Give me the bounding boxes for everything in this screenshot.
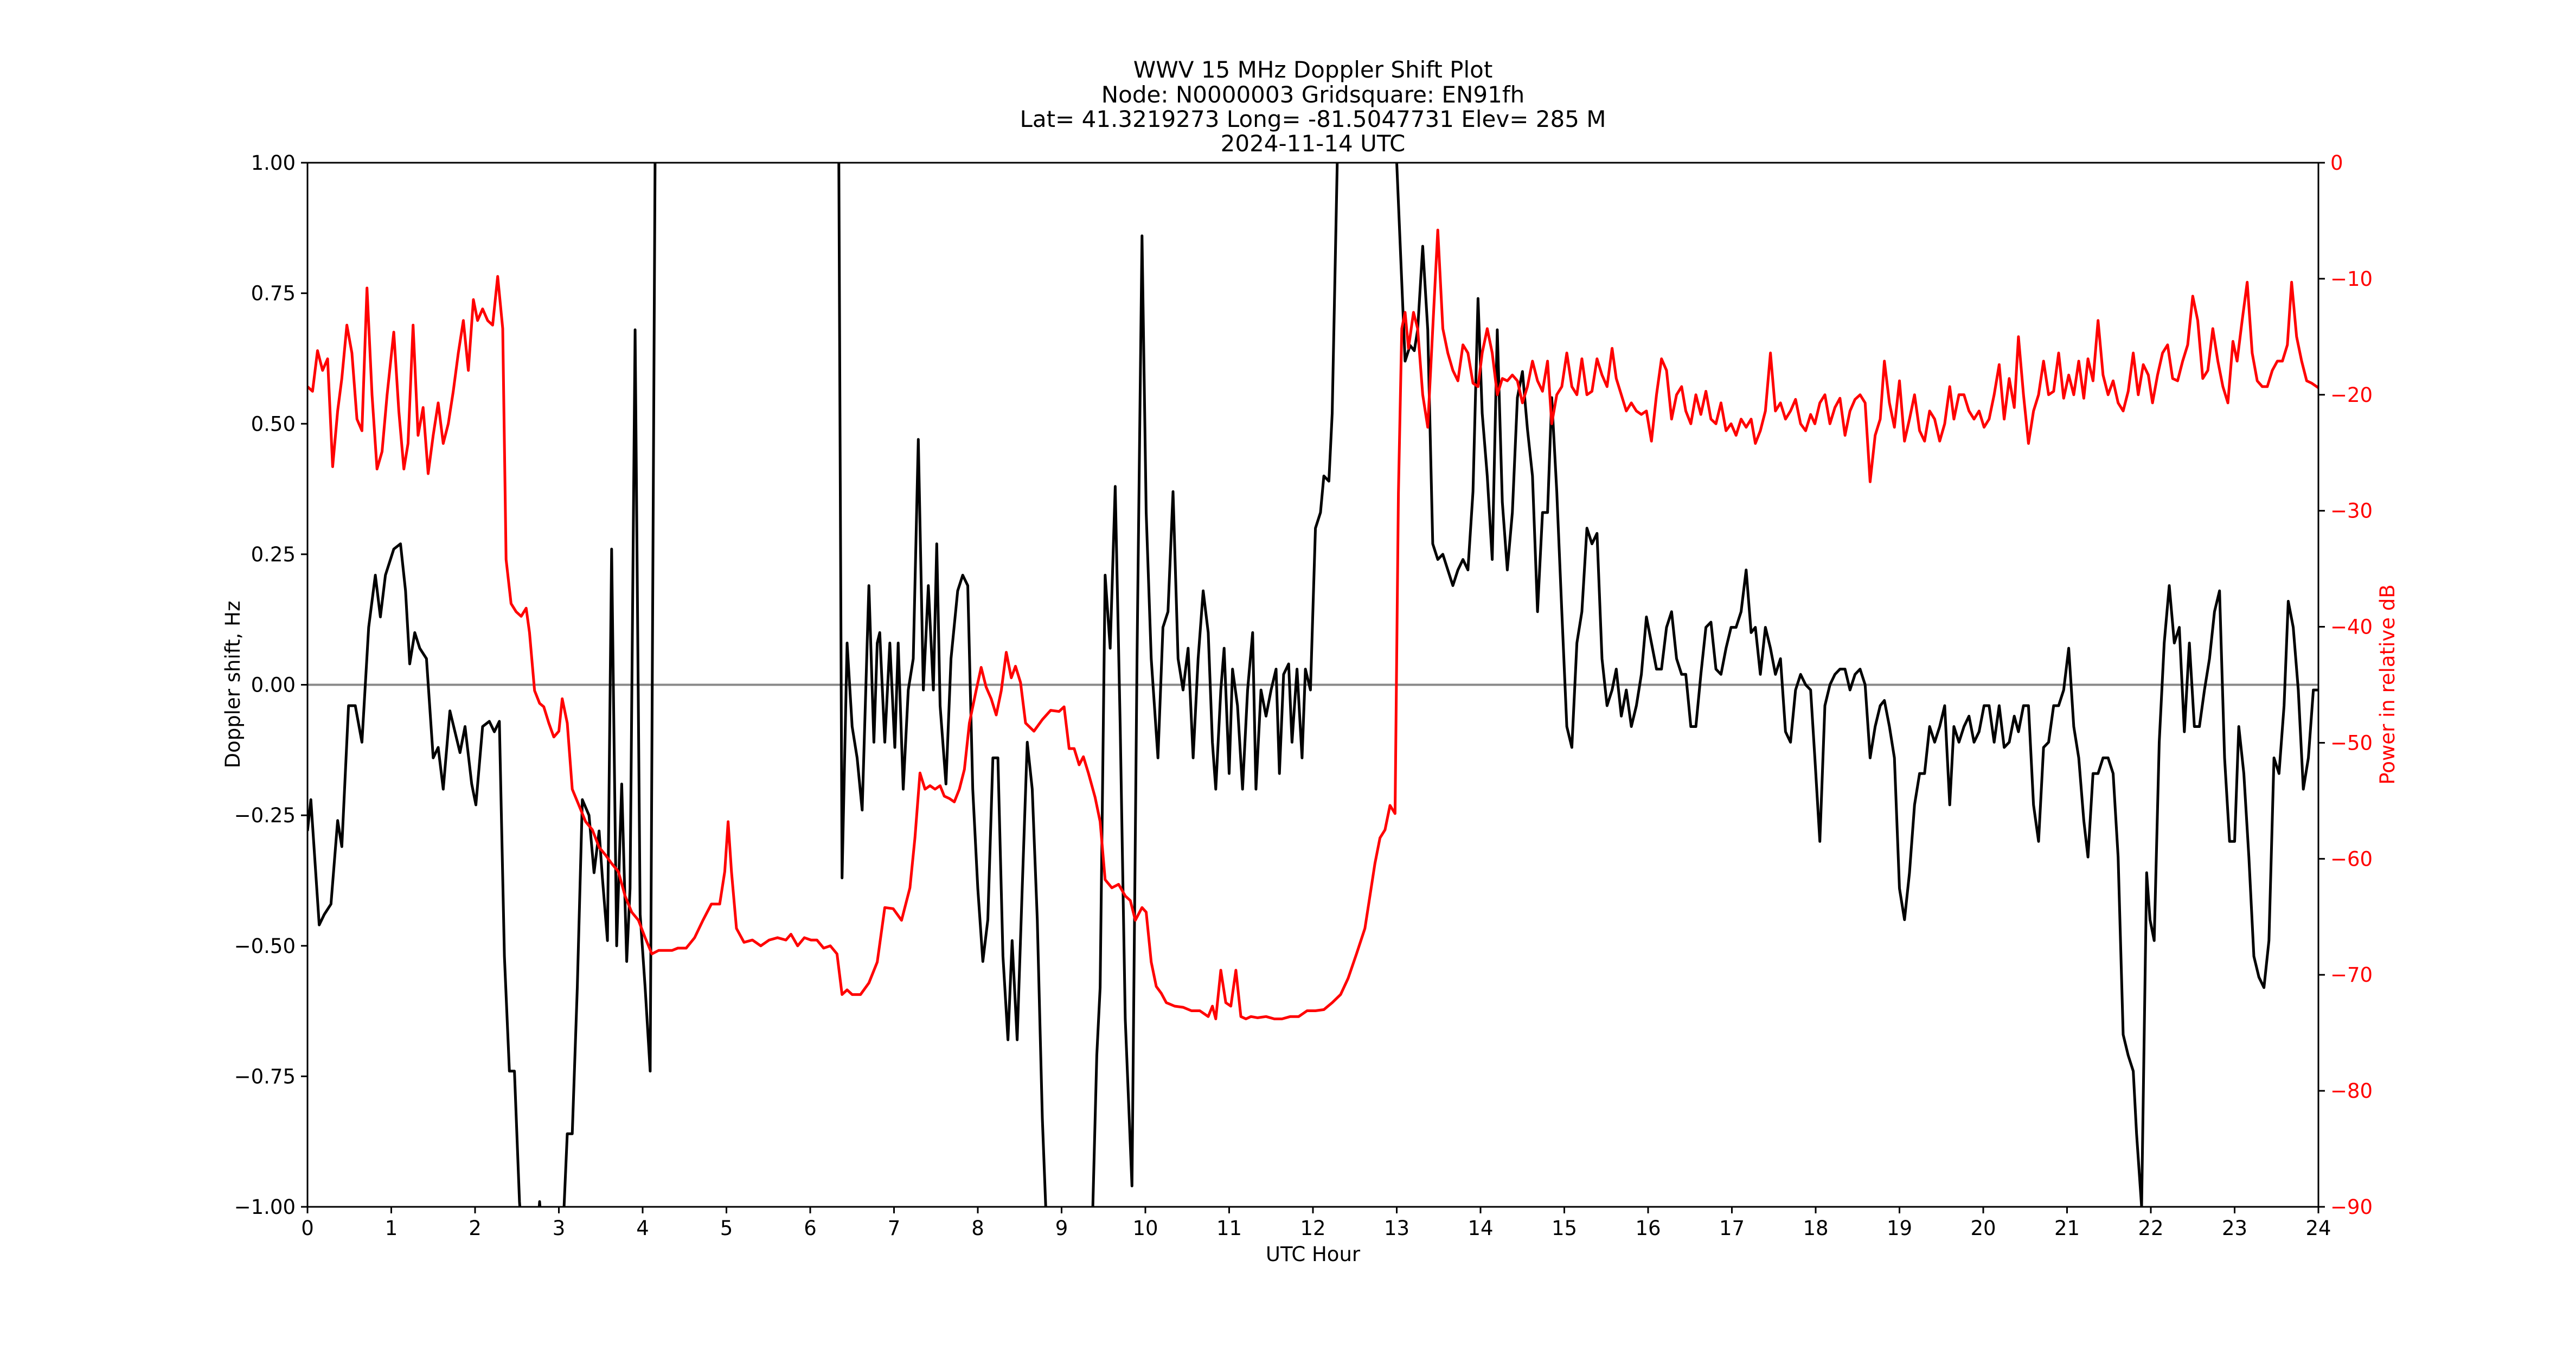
x-tick-label: 9 xyxy=(1055,1217,1068,1240)
x-tick-label: 7 xyxy=(888,1217,901,1240)
x-tick-label: 12 xyxy=(1300,1217,1325,1240)
title-line-1: WWV 15 MHz Doppler Shift Plot xyxy=(1133,56,1493,83)
y2-tick-label: −20 xyxy=(2330,383,2373,407)
y2-tick-label: −10 xyxy=(2330,267,2373,291)
chart-title: WWV 15 MHz Doppler Shift Plot Node: N000… xyxy=(1020,56,1606,157)
x-tick-label: 17 xyxy=(1719,1217,1745,1240)
y-tick-label: −1.00 xyxy=(234,1195,296,1219)
y-tick-label: −0.25 xyxy=(234,804,296,827)
y-tick-label: 0.75 xyxy=(251,282,296,305)
x-tick-label: 14 xyxy=(1468,1217,1493,1240)
y-axis-ticks: 1.00 0.75 0.50 0.25 0.00 −0.25 −0.50 −0.75 −1.00 xyxy=(234,151,307,1219)
y-tick-label: −0.50 xyxy=(234,935,296,958)
x-tick-label: 5 xyxy=(720,1217,733,1240)
y-tick-label: 0.00 xyxy=(251,674,296,697)
y-tick-label: 0.50 xyxy=(251,412,296,436)
y2-tick-label: −30 xyxy=(2330,500,2373,523)
title-line-4: 2024-11-14 UTC xyxy=(1221,130,1406,157)
power-db-line xyxy=(307,228,2318,1020)
x-tick-label: 8 xyxy=(971,1217,984,1240)
y2-axis-label: Power in relative dB xyxy=(2376,584,2399,784)
x-tick-label: 1 xyxy=(385,1217,398,1240)
x-tick-label: 2 xyxy=(469,1217,482,1240)
x-tick-label: 16 xyxy=(1635,1217,1661,1240)
doppler-shift-line xyxy=(307,163,2318,1207)
x-tick-label: 15 xyxy=(1552,1217,1577,1240)
y2-tick-label: 0 xyxy=(2330,151,2343,175)
y2-tick-label: −40 xyxy=(2330,616,2373,639)
y2-tick-label: −90 xyxy=(2330,1195,2373,1219)
x-tick-label: 13 xyxy=(1384,1217,1409,1240)
x-tick-label: 19 xyxy=(1887,1217,1912,1240)
y2-tick-label: −50 xyxy=(2330,731,2373,754)
x-tick-label: 23 xyxy=(2222,1217,2247,1240)
x-tick-label: 3 xyxy=(553,1217,566,1240)
y-axis-label: Doppler shift, Hz xyxy=(221,601,245,769)
x-axis-label: UTC Hour xyxy=(1266,1243,1361,1266)
title-line-2: Node: N0000003 Gridsquare: EN91fh xyxy=(1101,81,1524,108)
y2-tick-label: −60 xyxy=(2330,847,2373,871)
y-tick-label: 1.00 xyxy=(251,151,296,175)
title-line-3: Lat= 41.3219273 Long= -81.5047731 Elev= … xyxy=(1020,106,1606,132)
series-layer xyxy=(307,163,2318,1207)
x-tick-label: 21 xyxy=(2054,1217,2080,1240)
x-tick-label: 24 xyxy=(2305,1217,2331,1240)
x-tick-label: 0 xyxy=(301,1217,314,1240)
x-tick-label: 11 xyxy=(1216,1217,1242,1240)
x-tick-label: 22 xyxy=(2138,1217,2163,1240)
x-tick-label: 18 xyxy=(1803,1217,1828,1240)
x-tick-label: 20 xyxy=(1970,1217,1996,1240)
x-axis-ticks: 0 1 2 3 4 5 6 7 8 9 10 11 12 13 14 15 16 17 18 19 20 21 22 23 24 xyxy=(301,1207,2331,1240)
y-tick-label: 0.25 xyxy=(251,543,296,566)
y2-axis-ticks: 0 −10 −20 −30 −40 −50 −60 −70 −80 −90 xyxy=(2318,151,2373,1219)
x-tick-label: 10 xyxy=(1132,1217,1158,1240)
y2-tick-label: −70 xyxy=(2330,963,2373,987)
x-tick-label: 4 xyxy=(636,1217,649,1240)
y2-tick-label: −80 xyxy=(2330,1079,2373,1103)
x-tick-label: 6 xyxy=(804,1217,817,1240)
y-tick-label: −0.75 xyxy=(234,1065,296,1088)
